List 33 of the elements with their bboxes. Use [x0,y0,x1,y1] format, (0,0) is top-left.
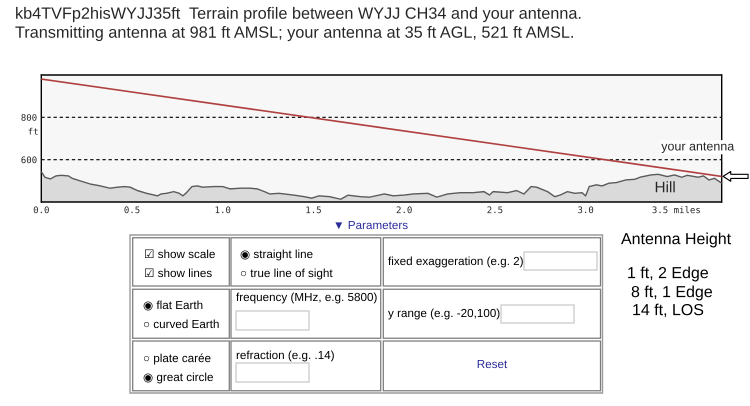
text: ◉ straight line [240,250,313,260]
x-tick-label: 1.0 [216,206,230,214]
x-tick-label: 3.5 miles [652,206,700,214]
chart-subtitle: Transmitting antenna at 981 ft AMSL; your antenna at 35 ft AGL, 521 ft AMSL. [15,26,573,42]
text: ◉ great circle [144,372,213,384]
text: ☑ show scale [145,250,215,258]
text: 14 ft, LOS [633,304,704,318]
text: fixed exaggeration (e.g. 2) [388,256,523,268]
text: Reset [478,360,508,368]
x-tick-label: 2.5 [487,206,502,214]
annotation: Hill [656,181,675,192]
x-tick-label: 3.0 [578,206,594,214]
text: ○ plate carée [144,353,210,365]
x-tick-label: 1.5 [306,206,321,214]
text: ◉ flat Earth [144,300,202,310]
text: ○ true line of sight [240,268,333,280]
text: ☑ show lines [145,268,212,278]
y-tick-label: 600 [21,156,37,164]
text: refraction (e.g. .14) [236,350,334,362]
annotation: your antenna [661,142,734,154]
text: y range (e.g. -20,100) [388,308,500,320]
text: frequency (MHz, e.g. 5800) [236,292,377,304]
x-tick-label: 0.0 [34,206,49,214]
chart-title: kb4TVFp2hisWYJJ35ft Terrain profile between WYJJ CH34 and your antenna. [16,6,580,22]
text: 8 ft, 1 Edge [632,286,712,300]
text: ▼ Parameters [335,220,408,230]
text: 1 ft, 2 Edge [628,266,708,282]
y-tick-label: 800 [21,114,37,121]
x-tick-label: 2.0 [396,206,412,214]
x-tick-label: 0.5 [124,206,140,214]
y-axis-title: ft [28,128,38,135]
text: ○ curved Earth [144,320,219,328]
text: Antenna Height [621,232,731,248]
